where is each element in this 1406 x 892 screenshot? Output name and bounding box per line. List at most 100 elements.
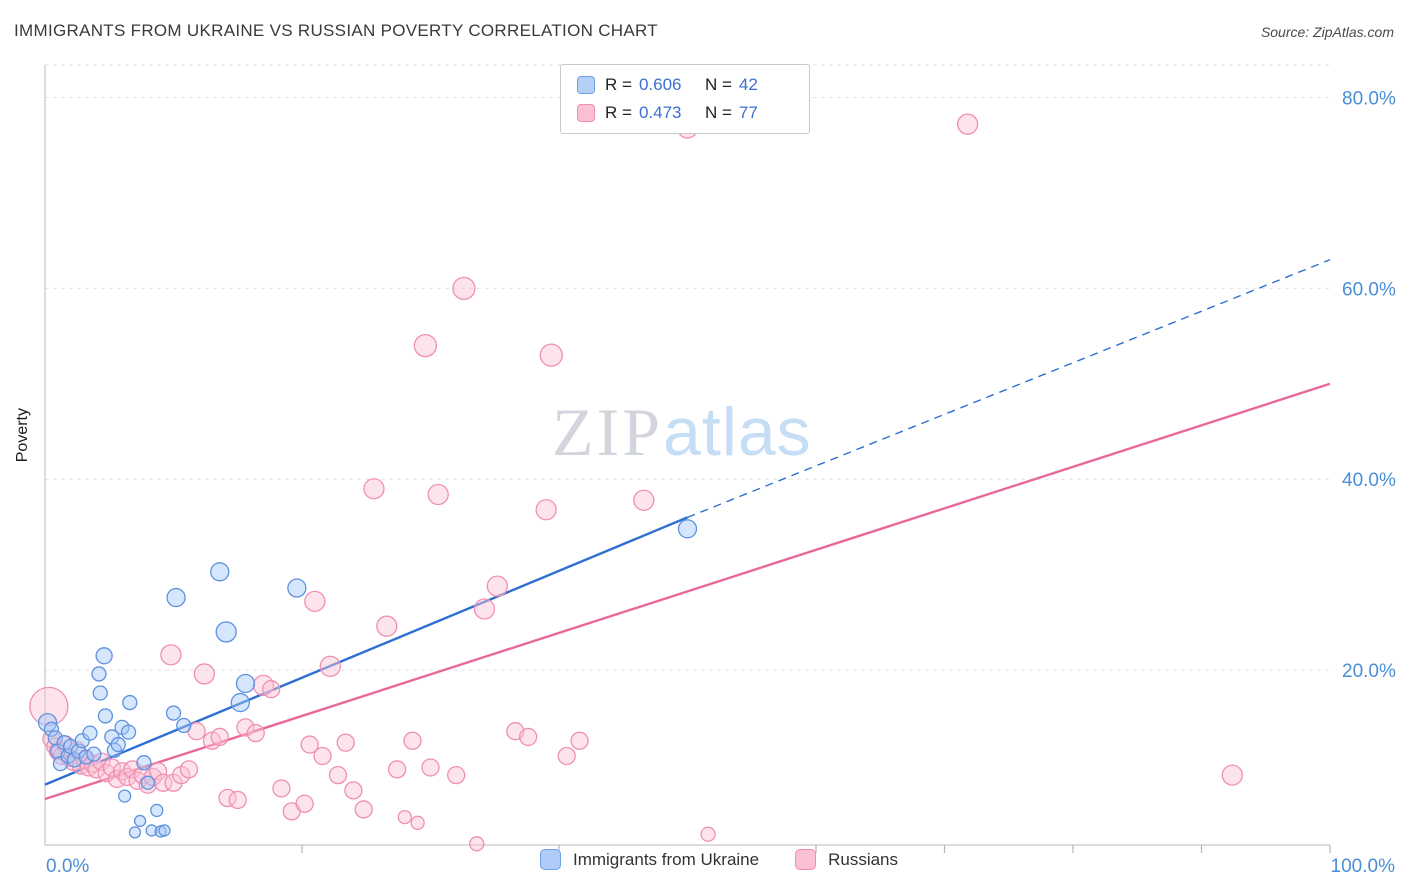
- scatter-point-russians: [236, 718, 255, 737]
- scatter-point-russians: [539, 343, 563, 367]
- scatter-point-russians: [160, 644, 182, 666]
- x-axis-max-label: 100.0%: [1331, 856, 1396, 877]
- r-label: R =: [605, 75, 632, 94]
- scatter-point-immigrants-from-ukraine: [52, 755, 69, 772]
- scatter-point-russians: [179, 760, 199, 779]
- scatter-point-russians: [328, 765, 348, 785]
- scatter-point-immigrants-from-ukraine: [95, 647, 113, 665]
- trend-line-russians: [44, 382, 1331, 801]
- scatter-point-russians: [1221, 764, 1243, 786]
- scatter-point-russians: [519, 727, 538, 747]
- scatter-point-russians: [300, 735, 319, 754]
- scatter-point-russians: [403, 731, 422, 750]
- scatter-point-russians: [344, 781, 363, 800]
- scatter-point-immigrants-from-ukraine: [176, 717, 192, 734]
- scatter-point-russians: [486, 575, 508, 597]
- r-value: 0.473: [638, 103, 682, 122]
- scatter-point-russians: [164, 773, 183, 792]
- n-value: 42: [738, 75, 758, 94]
- scatter-point-russians: [319, 655, 341, 677]
- scatter-point-russians: [376, 615, 398, 637]
- scatter-point-immigrants-from-ukraine: [122, 694, 138, 711]
- scatter-point-immigrants-from-ukraine: [37, 712, 58, 733]
- scatter-point-immigrants-from-ukraine: [128, 826, 142, 839]
- scatter-point-russians: [92, 752, 111, 771]
- scatter-point-immigrants-from-ukraine: [74, 733, 90, 749]
- scatter-point-immigrants-from-ukraine: [140, 775, 155, 790]
- page-title: IMMIGRANTS FROM UKRAINE VS RUSSIAN POVER…: [14, 21, 658, 40]
- scatter-point-russians: [29, 686, 69, 727]
- scatter-point-immigrants-from-ukraine: [66, 752, 83, 768]
- scatter-point-immigrants-from-ukraine: [91, 666, 107, 682]
- scatter-point-immigrants-from-ukraine: [215, 621, 237, 643]
- scatter-point-russians: [363, 478, 385, 500]
- y-tick-label: 80.0%: [1342, 88, 1396, 109]
- n-value: 77: [738, 103, 758, 122]
- ukraine-legend-swatch: [539, 849, 561, 870]
- scatter-point-immigrants-from-ukraine: [43, 721, 60, 737]
- ukraine-legend-label: Immigrants from Ukraine: [572, 849, 760, 869]
- scatter-point-russians: [452, 276, 476, 300]
- legend-row-ukraine: R = 0.606 N = 42: [577, 75, 793, 95]
- scatter-point-russians: [97, 764, 116, 783]
- scatter-point-russians: [956, 113, 979, 135]
- scatter-point-immigrants-from-ukraine: [82, 725, 98, 741]
- scatter-point-immigrants-from-ukraine: [133, 814, 147, 828]
- scatter-point-russians: [228, 790, 247, 810]
- scatter-point-russians: [387, 760, 407, 779]
- source-label: Source: ZipAtlas.com: [1260, 24, 1394, 40]
- scatter-point-russians: [535, 499, 557, 521]
- scatter-point-immigrants-from-ukraine: [110, 736, 126, 753]
- scatter-point-russians: [210, 727, 229, 747]
- scatter-point-russians: [410, 815, 425, 830]
- scatter-point-immigrants-from-ukraine: [145, 824, 158, 837]
- russians-legend-swatch: [795, 849, 817, 870]
- scatter-point-immigrants-from-ukraine: [210, 562, 230, 582]
- scatter-point-immigrants-from-ukraine: [97, 708, 114, 724]
- scatter-point-russians: [397, 809, 412, 825]
- scatter-point-russians: [193, 663, 215, 685]
- r-value: 0.606: [638, 75, 682, 94]
- trend-line-extension-immigrants-from-ukraine: [687, 259, 1331, 519]
- y-tick-label: 60.0%: [1342, 279, 1396, 300]
- scatter-point-russians: [413, 333, 438, 358]
- scatter-point-immigrants-from-ukraine: [230, 692, 250, 713]
- scatter-point-immigrants-from-ukraine: [287, 578, 307, 598]
- ukraine-swatch: [577, 76, 595, 94]
- scatter-point-russians: [272, 779, 291, 798]
- scatter-point-russians: [102, 758, 121, 777]
- scatter-point-russians: [304, 590, 326, 613]
- legend-item-ukraine: Immigrants from Ukraine: [539, 849, 760, 870]
- y-tick-label: 40.0%: [1342, 470, 1396, 491]
- scatter-point-russians: [427, 483, 449, 506]
- scatter-point-russians: [246, 723, 265, 743]
- y-tick-label: 20.0%: [1342, 661, 1396, 682]
- trend-line-immigrants-from-ukraine: [44, 516, 688, 786]
- scatter-point-immigrants-from-ukraine: [158, 824, 171, 837]
- scatter-point-immigrants-from-ukraine: [166, 587, 186, 608]
- correlation-legend: R = 0.606 N = 42 R = 0.473 N = 77: [560, 64, 810, 134]
- scatter-point-immigrants-from-ukraine: [92, 685, 108, 701]
- scatter-point-russians: [473, 598, 496, 620]
- legend-row-russians: R = 0.473 N = 77: [577, 103, 793, 123]
- scatter-point-russians: [570, 731, 589, 750]
- r-label: R =: [605, 103, 632, 122]
- scatter-point-immigrants-from-ukraine: [235, 673, 256, 694]
- scatter-point-russians: [700, 826, 716, 842]
- series-legend: Immigrants from Ukraine Russians: [539, 849, 898, 870]
- scatter-point-russians: [557, 746, 576, 766]
- scatter-point-russians: [148, 762, 168, 781]
- y-axis-title: Poverty: [14, 408, 31, 463]
- scatter-point-russians: [469, 836, 485, 852]
- russians-swatch: [577, 104, 595, 122]
- scatter-point-immigrants-from-ukraine: [118, 789, 132, 803]
- scatter-point-russians: [354, 800, 373, 819]
- scatter-point-russians: [447, 765, 466, 785]
- scatter-point-immigrants-from-ukraine: [120, 724, 137, 740]
- scatter-point-immigrants-from-ukraine: [150, 803, 164, 818]
- n-label: N =: [704, 103, 732, 122]
- russians-legend-label: Russians: [828, 849, 899, 869]
- legend-item-russians: Russians: [795, 849, 898, 870]
- scatter-point-russians: [262, 680, 281, 699]
